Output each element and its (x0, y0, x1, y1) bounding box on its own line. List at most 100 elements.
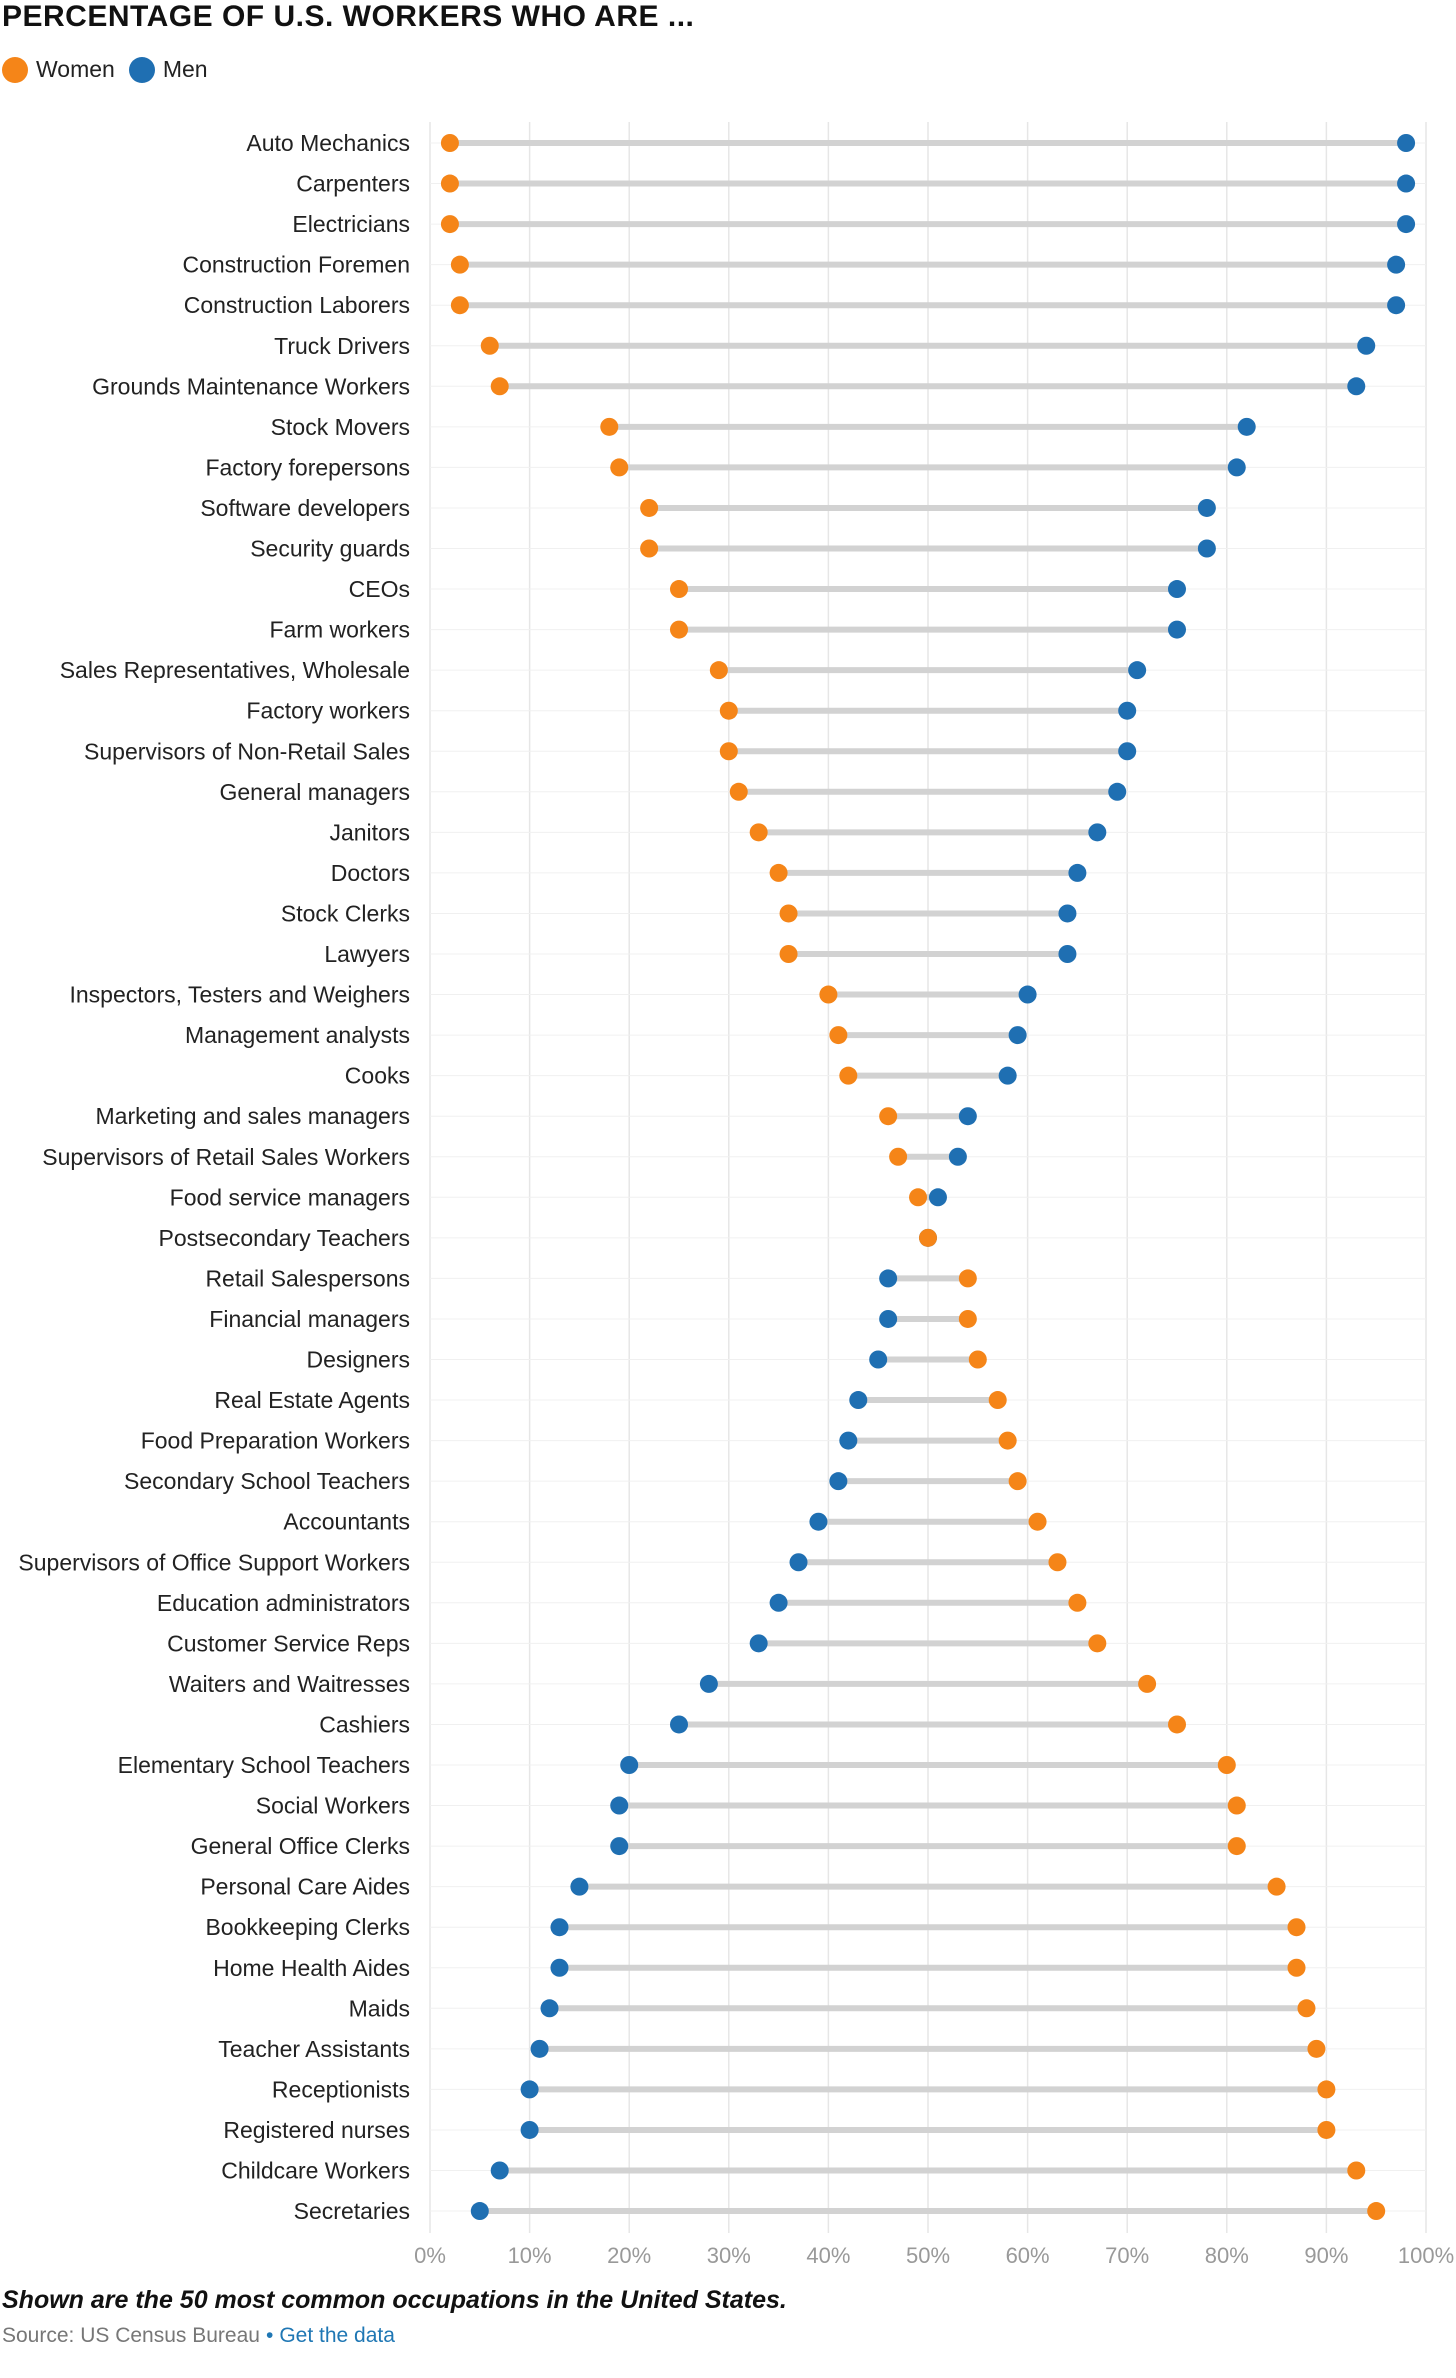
women-point (988, 1391, 1007, 1410)
men-point (1357, 336, 1376, 355)
category-label: Designers (306, 1347, 410, 1373)
category-label: Factory forepersons (205, 454, 410, 480)
men-point (928, 1188, 947, 1207)
women-point (1367, 2202, 1386, 2221)
women-point (1088, 1634, 1107, 1653)
category-label: Home Health Aides (213, 1955, 410, 1981)
chart-title: PERCENTAGE OF U.S. WORKERS WHO ARE ... (2, 0, 695, 33)
women-point (879, 1107, 898, 1126)
category-label: Inspectors, Testers and Weighers (70, 982, 411, 1008)
source-line: Source: US Census Bureau • Get the data (2, 2324, 395, 2348)
x-tick-label: 10% (508, 2243, 552, 2268)
men-point (540, 1999, 559, 2018)
women-point (1287, 1958, 1306, 1977)
women-point (480, 336, 499, 355)
men-swatch-icon (128, 56, 155, 83)
get-the-data-link[interactable]: Get the data (279, 2324, 395, 2347)
women-point (1168, 1715, 1186, 1734)
category-label: Teacher Assistants (218, 2036, 410, 2062)
women-point (1048, 1553, 1067, 1572)
men-point (1397, 134, 1416, 152)
men-point (1227, 458, 1246, 477)
category-label: Financial managers (209, 1306, 410, 1332)
men-point (520, 2080, 539, 2099)
men-point (1168, 580, 1186, 599)
women-point (450, 296, 469, 315)
men-point (958, 1107, 977, 1126)
women-point (670, 620, 688, 639)
category-label: Marketing and sales managers (96, 1103, 411, 1129)
category-label: Secretaries (294, 2198, 410, 2224)
category-label: Elementary School Teachers (118, 1752, 410, 1778)
category-label: Sales Representatives, Wholesale (60, 657, 410, 683)
men-point (1397, 174, 1416, 193)
women-point (490, 377, 509, 396)
category-label: General Office Clerks (191, 1833, 410, 1859)
category-label: Carpenters (296, 171, 410, 197)
category-label: Cooks (345, 1063, 410, 1089)
men-point (1387, 296, 1406, 315)
x-tick-label: 70% (1105, 2243, 1149, 2268)
category-label: Construction Laborers (184, 292, 410, 318)
women-point (450, 255, 469, 274)
women-point (610, 458, 629, 477)
category-label: Supervisors of Retail Sales Workers (42, 1144, 410, 1170)
category-label: Food Preparation Workers (141, 1428, 410, 1454)
men-point (879, 1309, 898, 1328)
legend-item-women: Women (2, 56, 115, 83)
women-point (909, 1188, 928, 1207)
legend-item-men: Men (128, 56, 208, 83)
women-point (819, 985, 838, 1004)
women-point (749, 823, 768, 842)
category-label: Grounds Maintenance Workers (92, 373, 410, 399)
category-label: Food service managers (170, 1184, 410, 1210)
category-label: Social Workers (256, 1793, 410, 1819)
women-point (968, 1350, 987, 1369)
men-point (749, 1634, 768, 1653)
women-point (670, 580, 688, 599)
x-tick-label: 50% (906, 2243, 950, 2268)
category-label: Stock Movers (271, 414, 410, 440)
women-point (719, 701, 738, 720)
men-point (530, 2039, 549, 2058)
category-label: Farm workers (269, 617, 410, 643)
men-point (520, 2120, 539, 2139)
category-label: Factory workers (246, 698, 410, 724)
women-point (1028, 1512, 1047, 1531)
men-point (1347, 377, 1366, 396)
x-tick-label: 80% (1205, 2243, 1249, 2268)
women-point (1227, 1837, 1246, 1856)
men-point (1108, 782, 1127, 801)
women-point (1317, 2120, 1336, 2139)
men-point (1128, 661, 1147, 680)
category-label: Construction Foremen (182, 252, 410, 278)
women-point (1297, 1999, 1316, 2018)
category-label: Real Estate Agents (214, 1387, 410, 1413)
category-label: Auto Mechanics (246, 130, 410, 156)
category-label: Supervisors of Non-Retail Sales (84, 738, 410, 764)
men-point (1058, 904, 1077, 923)
category-label: Management analysts (185, 1022, 410, 1048)
men-point (789, 1553, 808, 1572)
men-point (1237, 417, 1256, 436)
category-label: Maids (349, 1995, 410, 2021)
women-point (958, 1309, 977, 1328)
women-point (1227, 1796, 1246, 1815)
category-label: Software developers (200, 495, 410, 521)
men-point (879, 1269, 898, 1288)
legend-label-women: Women (36, 56, 115, 82)
men-point (1118, 742, 1137, 761)
women-point (1347, 2161, 1366, 2180)
women-point (769, 863, 788, 882)
men-point (1168, 620, 1186, 639)
women-point (889, 1147, 908, 1166)
men-point (1197, 539, 1216, 558)
category-label: Supervisors of Office Support Workers (18, 1549, 410, 1575)
men-point (1058, 945, 1077, 963)
legend: Women Men (2, 56, 222, 83)
women-point (1307, 2039, 1326, 2058)
men-point (839, 1431, 858, 1450)
men-point (829, 1472, 848, 1491)
women-point (640, 539, 659, 558)
men-point (570, 1877, 589, 1896)
